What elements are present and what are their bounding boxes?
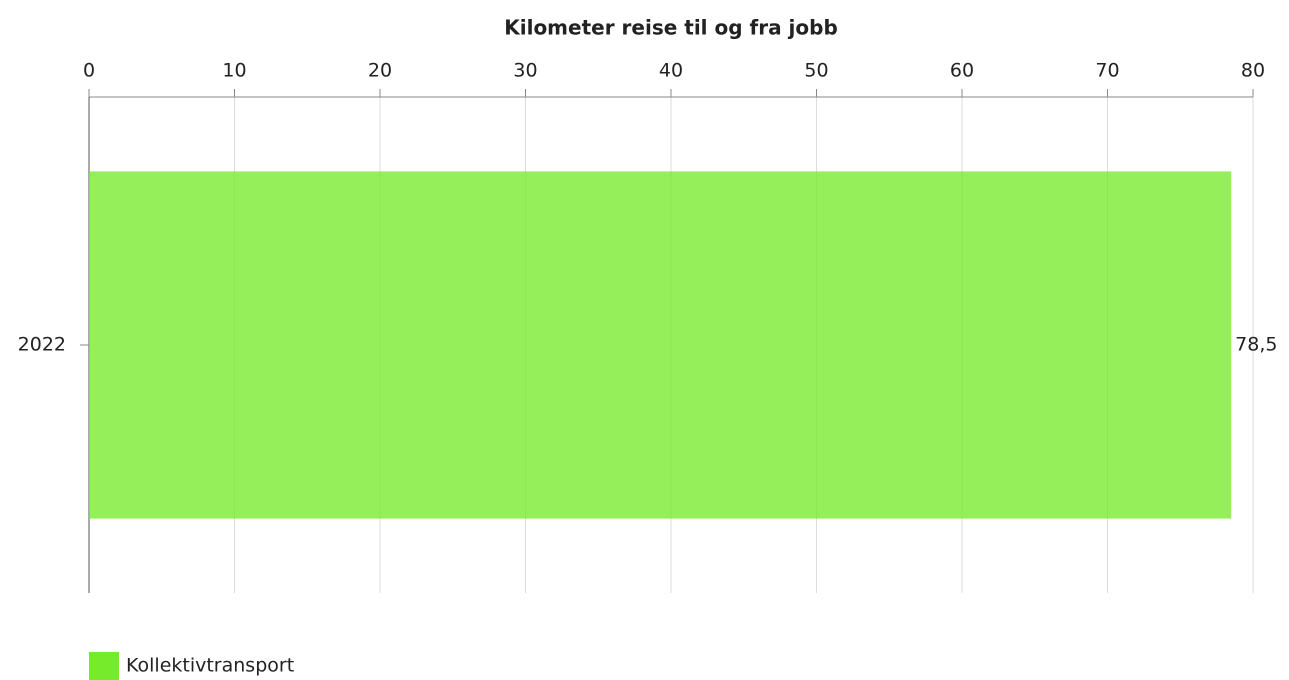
legend-label: Kollektivtransport: [126, 655, 294, 677]
x-tick-label: 30: [513, 60, 537, 82]
x-tick-label: 60: [950, 60, 974, 82]
x-tick-label: 80: [1241, 60, 1265, 82]
value-label: 78,5: [1235, 334, 1277, 356]
y-tick-label: 2022: [18, 334, 66, 356]
legend-swatch: [89, 652, 119, 680]
chart-title: Kilometer reise til og fra jobb: [504, 16, 838, 40]
x-tick-label: 50: [804, 60, 828, 82]
x-tick-label: 0: [83, 60, 95, 82]
x-tick-label: 10: [222, 60, 246, 82]
x-tick-label: 20: [368, 60, 392, 82]
x-tick-label: 40: [659, 60, 683, 82]
x-tick-label: 70: [1095, 60, 1119, 82]
bar: [89, 171, 1232, 519]
